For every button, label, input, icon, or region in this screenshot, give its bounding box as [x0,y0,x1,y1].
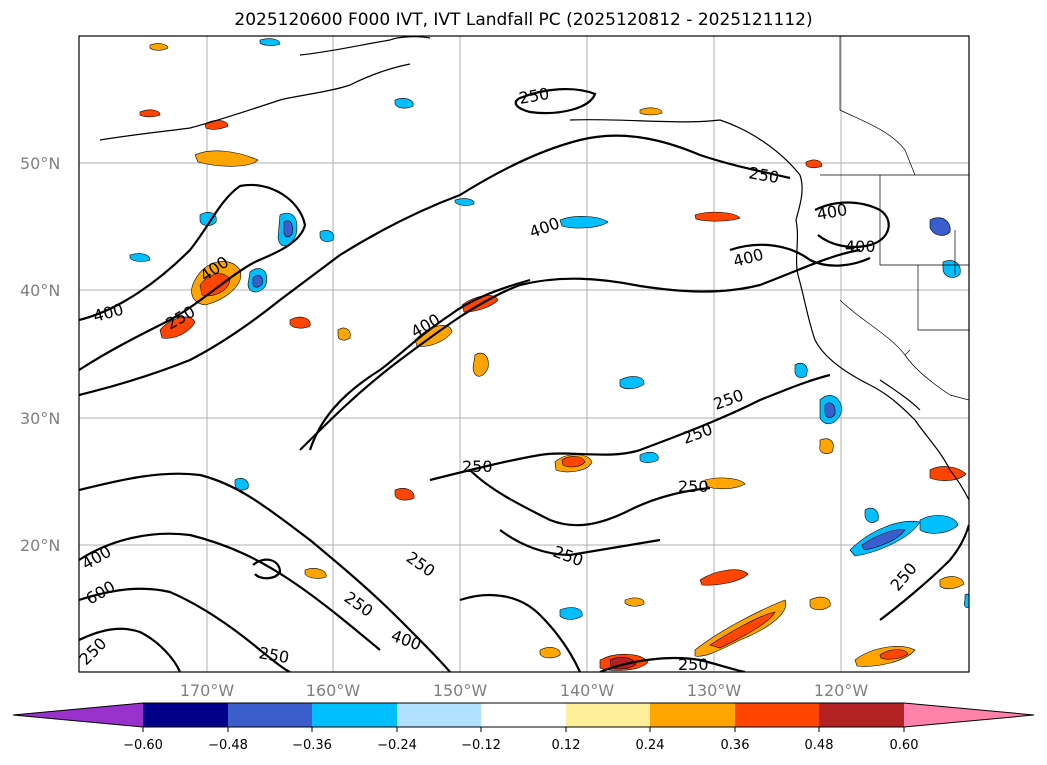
colorbar-segment [481,703,566,727]
colorbar-tick-label: −0.48 [208,738,248,753]
contour-label: 250 [462,457,493,476]
colorbar-tick-label: −0.36 [292,738,332,753]
colorbar-segment [650,703,735,727]
latitude-labels: 50°N 40°N 30°N 20°N [20,154,60,555]
colorbar: −0.60 −0.48 −0.36 −0.24 −0.12 0.12 0.24 … [12,702,1035,753]
colorbar-segment [228,703,312,727]
longitude-labels: 170°W 160°W 150°W 140°W 130°W 120°W [180,681,869,700]
colorbar-tick-label: 0.24 [636,738,665,753]
political-boundaries [820,36,969,401]
pc-color-patches [129,38,969,671]
lat-label-30n: 30°N [20,409,60,428]
contour-label: 400 [845,237,876,256]
colorbar-segment [143,703,228,727]
colorbar-segment [904,703,1034,727]
lon-label-140w: 140°W [560,681,615,700]
colorbar-segment [312,703,397,727]
colorbar-tick-label: 0.48 [805,738,834,753]
coastlines [99,36,969,501]
colorbar-tick-label: 0.12 [552,738,581,753]
colorbar-segment [566,703,650,727]
map-area [79,36,969,672]
colorbar-tick-label: −0.24 [377,738,417,753]
colorbar-segment [819,703,904,727]
colorbar-segment [397,703,481,727]
colorbar-tick-label: −0.12 [461,738,501,753]
colorbar-tick-label: 0.36 [721,738,750,753]
contour-level: 600 [0,0,31,14]
map-title: 2025120600 F000 IVT, IVT Landfall PC (20… [234,10,813,30]
contour-label: 250 [678,655,709,674]
colorbar-ticks [142,727,905,732]
ivt-contours [79,87,969,672]
lat-label-50n: 50°N [20,154,60,173]
lat-label-20n: 20°N [20,536,60,555]
lon-label-120w: 120°W [814,681,869,700]
lon-label-130w: 130°W [687,681,742,700]
lat-label-40n: 40°N [20,281,60,300]
map-border [78,35,970,673]
contour-label: 250 [678,477,709,496]
colorbar-segment [13,703,143,727]
colorbar-tick-label: −0.60 [123,738,163,753]
colorbar-tick-label: 0.60 [890,738,919,753]
colorbar-segment [735,703,819,727]
lon-label-170w: 170°W [180,681,235,700]
lon-label-160w: 160°W [306,681,361,700]
lon-label-150w: 150°W [433,681,488,700]
